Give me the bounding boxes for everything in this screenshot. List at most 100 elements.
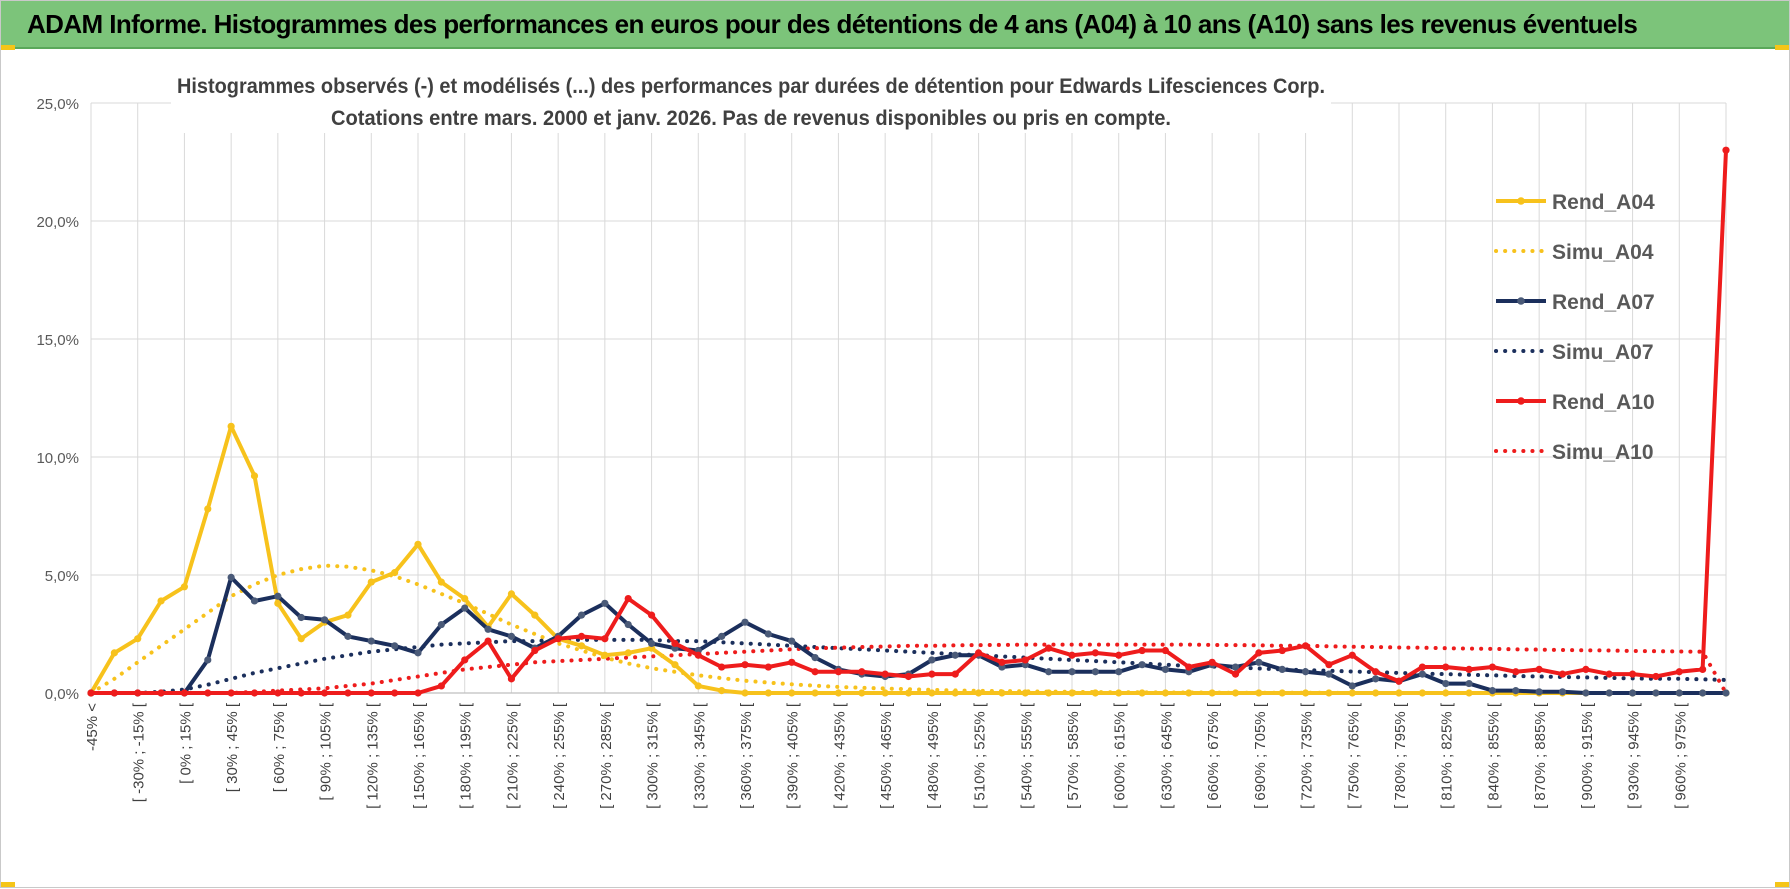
y-tick-label: 15,0% [36, 332, 79, 349]
series-rend-a04-point [1442, 689, 1450, 697]
x-tick-label: [ 420% ; 435% [ [831, 702, 848, 809]
series-rend-a10-point [858, 668, 866, 676]
x-tick-label: [ 270% ; 285% [ [598, 702, 615, 809]
series-rend-a07-point [1068, 668, 1076, 676]
series-rend-a07-point [344, 632, 352, 640]
series-rend-a10-point [951, 670, 959, 678]
series-rend-a10-point [881, 670, 889, 678]
legend-simu-a04-label: Simu_A04 [1552, 241, 1654, 264]
x-tick-label: [ 570% ; 585% [ [1065, 702, 1082, 809]
x-tick-label: [ 0% ; 15% [ [177, 702, 194, 784]
series-rend-a10-point [1115, 651, 1123, 659]
series-rend-a07-point [788, 637, 796, 645]
series-rend-a10-point [134, 689, 142, 697]
series-rend-a07-point [577, 611, 586, 619]
series-rend-a10-point [461, 656, 469, 664]
series-rend-a07-point [1558, 688, 1567, 696]
series-rend-a10-point [1138, 646, 1146, 655]
x-tick-label: [ 540% ; 555% [ [1018, 702, 1035, 809]
series-rend-a10-point [1699, 665, 1707, 674]
series-rend-a04-point [998, 689, 1006, 697]
series-rend-a04-point [1185, 689, 1193, 697]
series-rend-a04-point [461, 595, 469, 603]
x-tick-label: [ 690% ; 705% [ [1252, 702, 1269, 809]
series-rend-a07-point [274, 592, 282, 600]
series-rend-a07-point [928, 656, 936, 664]
series-rend-a07-point [1699, 689, 1707, 697]
series-rend-a10-point [974, 649, 983, 657]
legend-rend-a04-label: Rend_A04 [1552, 191, 1655, 214]
series-rend-a10-point [671, 639, 679, 648]
x-tick-label: -45% < [84, 703, 101, 751]
series-rend-a10-point [1325, 661, 1333, 669]
series-rend-a10-point [1582, 665, 1590, 674]
series-rend-a10-point [1161, 646, 1170, 655]
series-rend-a10-point [320, 689, 329, 697]
x-tick-label: [ 750% ; 765% [ [1345, 702, 1362, 809]
series-rend-a04-point [694, 682, 702, 690]
series-rend-a10-point [1535, 665, 1543, 674]
series-rend-a10-point [1442, 663, 1450, 671]
series-rend-a07-point [1418, 670, 1426, 678]
series-rend-a04-point [227, 422, 235, 430]
report-header: ADAM Informe. Histogrammes des performan… [1, 1, 1789, 49]
series-rend-a10-point [531, 646, 539, 655]
series-rend-a04-point [1231, 689, 1240, 697]
series-rend-a04-line [89, 424, 1726, 695]
series-rend-a07-point [1372, 675, 1380, 683]
chart-title-background [171, 67, 1331, 133]
series-rend-a10-point [834, 668, 843, 676]
y-tick-label: 5,0% [45, 568, 79, 585]
legend-simu-a10-label: Simu_A10 [1552, 441, 1654, 464]
series-rend-a04-point [414, 540, 422, 548]
series-rend-a10-point [414, 689, 422, 697]
series-rend-a04-point [577, 642, 586, 650]
series-rend-a10-point [1278, 646, 1286, 655]
x-tick-label: [ -30% ; -15% [ [131, 702, 148, 802]
x-tick-label: [ 30% ; 45% [ [224, 702, 241, 792]
series-rend-a10-point [1558, 670, 1567, 678]
series-rend-a07-point [320, 616, 329, 624]
series-rend-a04-point [951, 689, 959, 697]
series-rend-a07-point [951, 651, 959, 659]
series-rend-a10-point [1605, 670, 1613, 678]
series-rend-a04-point [1372, 689, 1380, 697]
series-rend-a07-point [414, 649, 422, 657]
series-rend-a04-point [1021, 689, 1029, 697]
x-tick-label: [ 90% ; 105% [ [318, 702, 335, 800]
series-rend-a04-point [1161, 689, 1170, 697]
series-rend-a04-point [624, 649, 632, 657]
series-rend-a10-point [624, 595, 632, 603]
series-rend-a10-point [274, 689, 282, 697]
x-tick-label: [ 240% ; 255% [ [551, 702, 568, 809]
x-tick-label: [ 960% ; 975% [ [1672, 702, 1689, 809]
series-rend-a10-point [788, 658, 796, 666]
series-rend-a10-point [297, 689, 305, 697]
series-rend-a07-point [1605, 689, 1613, 697]
plot-series [87, 146, 1730, 697]
x-axis: -45% < [ -30% ; -15% [ [ 0% ; 15% [ [ 30% ;… [84, 702, 1689, 809]
series-rend-a10-point [367, 689, 375, 697]
series-rend-a04-point [811, 689, 819, 697]
series-rend-a10-point [484, 637, 492, 645]
series-rend-a04-point [1395, 689, 1403, 697]
series-rend-a04-point [274, 599, 282, 607]
series-rend-a07-point [1348, 682, 1356, 690]
x-tick-label: [ 600% ; 615% [ [1112, 702, 1129, 809]
y-tick-label: 10,0% [36, 450, 79, 467]
x-tick-label: [ 330% ; 345% [ [691, 702, 708, 809]
series-rend-a10-point [1185, 663, 1193, 671]
series-rend-a10-point [1512, 668, 1520, 676]
series-rend-a07-point [1161, 665, 1170, 674]
series-rend-a10-point [1628, 670, 1637, 678]
series-rend-a07-point [647, 639, 656, 648]
series-rend-a10-point [764, 663, 772, 671]
series-rend-a04-point [1465, 689, 1473, 697]
x-tick-label: [ 900% ; 915% [ [1579, 702, 1596, 809]
series-rend-a10-point [344, 689, 352, 697]
series-rend-a10-point [1395, 677, 1403, 685]
series-rend-a10-point [1231, 670, 1240, 678]
series-rend-a07-point [764, 630, 772, 638]
x-tick-label: [ 780% ; 795% [ [1392, 702, 1409, 809]
series-rend-a07-point [484, 625, 492, 633]
